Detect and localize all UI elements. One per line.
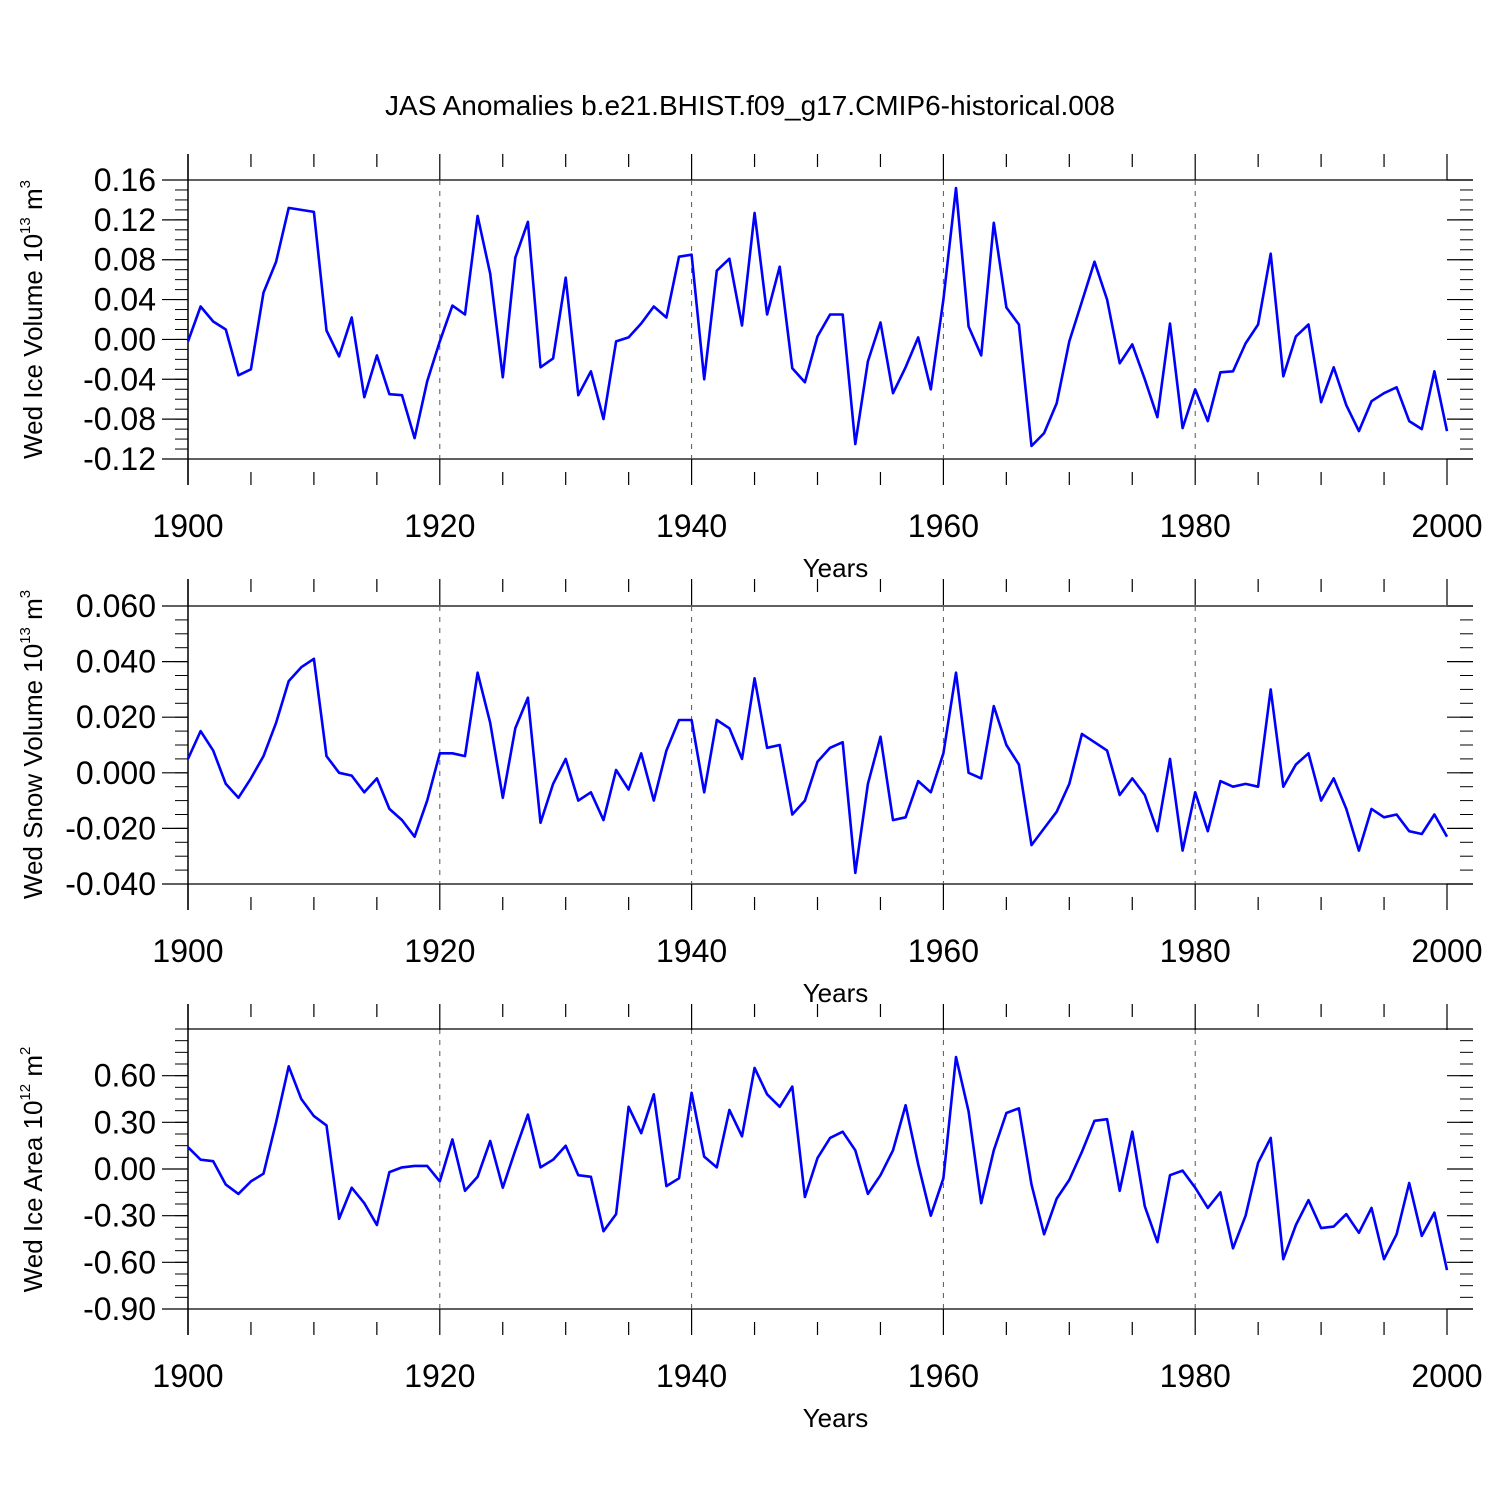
x-tick-label: 1980 [1160,933,1231,969]
y-axis-label: Wed Ice Area 1012 m2 [17,1047,48,1293]
y-tick-label: 0.08 [94,242,156,278]
y-tick-label: -0.12 [83,441,156,477]
y-tick-label: -0.04 [83,361,156,397]
y-tick-label: 0.000 [76,755,156,791]
x-tick-label: 2000 [1411,1358,1482,1394]
y-tick-label: -0.60 [83,1244,156,1280]
series-line [186,186,1449,448]
x-tick-label: 2000 [1411,508,1482,544]
y-tick-label: 0.060 [76,588,156,624]
x-axis-label: Years [803,553,869,583]
x-tick-label: 1920 [404,508,475,544]
chart-panel-2: 1900 1920 1940 1960 1980 2000 Years -0.040 -0.02… [17,579,1483,1008]
chart-panel-3: 1900 1920 1940 1960 1980 2000 Years -0.90 -0.60 -… [17,1004,1483,1433]
x-tick-label: 1980 [1160,508,1231,544]
y-tick-label: 0.00 [94,1151,156,1187]
x-tick-label: 1960 [908,933,979,969]
y-tick-label: 0.30 [94,1104,156,1140]
y-tick-label: -0.30 [83,1198,156,1234]
y-tick-label: 0.16 [94,162,156,198]
x-tick-label: 1980 [1160,1358,1231,1394]
x-tick-label: 1900 [152,508,223,544]
y-tick-label: 0.12 [94,202,156,238]
y-tick-label: 0.04 [94,282,156,318]
chart-panel-1: 1900 1920 1940 1960 1980 2000 Years -0.12 -0.08 -… [17,154,1483,583]
x-tick-label: 1920 [404,933,475,969]
x-tick-label: 1900 [152,933,223,969]
x-axis-label: Years [803,1403,869,1433]
y-tick-label: -0.020 [65,810,156,846]
y-tick-label: 0.60 [94,1058,156,1094]
y-tick-label: -0.08 [83,401,156,437]
x-tick-label: 1940 [656,508,727,544]
x-axis-label: Years [803,978,869,1008]
y-tick-label: 0.020 [76,699,156,735]
x-tick-label: 1900 [152,1358,223,1394]
chart-title: JAS Anomalies b.e21.BHIST.f09_g17.CMIP6-… [385,90,1115,121]
series-line [186,657,1449,875]
x-tick-label: 2000 [1411,933,1482,969]
y-axis-label: Wed Snow Volume 1013 m3 [17,590,48,899]
y-axis-label: Wed Ice Volume 1013 m3 [17,180,48,459]
y-tick-label: 0.00 [94,321,156,357]
y-tick-label: -0.90 [83,1291,156,1327]
y-tick-label: -0.040 [65,866,156,902]
x-tick-label: 1960 [908,1358,979,1394]
x-tick-label: 1920 [404,1358,475,1394]
x-tick-label: 1960 [908,508,979,544]
series-line [187,1055,1449,1271]
x-tick-label: 1940 [656,933,727,969]
x-tick-label: 1940 [656,1358,727,1394]
y-tick-label: 0.040 [76,644,156,680]
